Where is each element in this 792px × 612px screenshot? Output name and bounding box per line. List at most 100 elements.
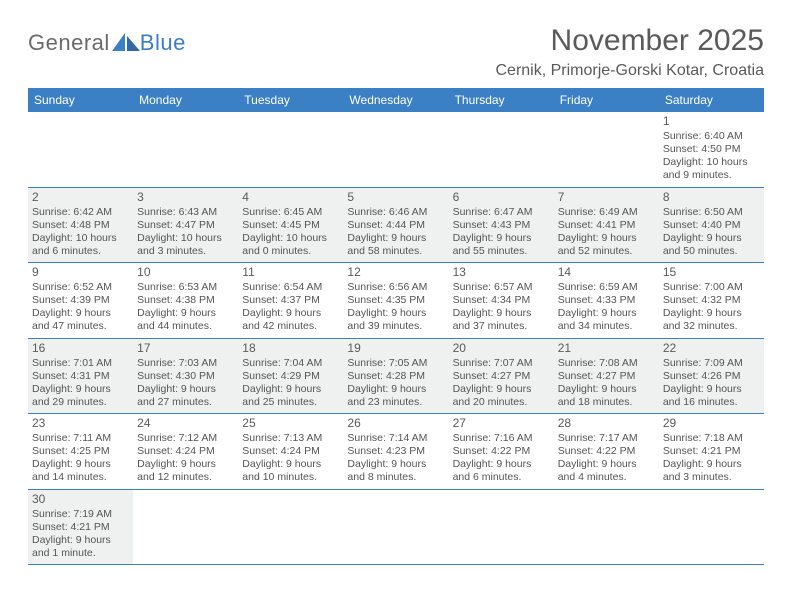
day-cell: 10Sunrise: 6:53 AMSunset: 4:38 PMDayligh…: [133, 263, 238, 338]
day-cell: 29Sunrise: 7:18 AMSunset: 4:21 PMDayligh…: [659, 414, 764, 489]
day-cell: [554, 112, 659, 187]
sunset-line: Sunset: 4:21 PM: [663, 445, 760, 458]
sunrise-line: Sunrise: 7:12 AM: [137, 432, 234, 445]
day-cell: 26Sunrise: 7:14 AMSunset: 4:23 PMDayligh…: [343, 414, 448, 489]
sunrise-line: Sunrise: 7:11 AM: [32, 432, 129, 445]
sunset-line: Sunset: 4:26 PM: [663, 370, 760, 383]
day-cell: 11Sunrise: 6:54 AMSunset: 4:37 PMDayligh…: [238, 263, 343, 338]
sunset-line: Sunset: 4:25 PM: [32, 445, 129, 458]
sunrise-line: Sunrise: 6:45 AM: [242, 206, 339, 219]
day-cell: 18Sunrise: 7:04 AMSunset: 4:29 PMDayligh…: [238, 339, 343, 414]
daylight-line: Daylight: 9 hours and 50 minutes.: [663, 232, 760, 258]
sunrise-line: Sunrise: 7:04 AM: [242, 357, 339, 370]
day-number: 27: [453, 416, 550, 431]
sunrise-line: Sunrise: 6:46 AM: [347, 206, 444, 219]
day-cell: 30Sunrise: 7:19 AMSunset: 4:21 PMDayligh…: [28, 490, 133, 565]
week-row: 1Sunrise: 6:40 AMSunset: 4:50 PMDaylight…: [28, 112, 764, 188]
day-cell: [238, 490, 343, 565]
day-number: 24: [137, 416, 234, 431]
daylight-line: Daylight: 9 hours and 16 minutes.: [663, 383, 760, 409]
day-cell: 4Sunrise: 6:45 AMSunset: 4:45 PMDaylight…: [238, 188, 343, 263]
sunrise-line: Sunrise: 6:40 AM: [663, 130, 760, 143]
sunset-line: Sunset: 4:39 PM: [32, 294, 129, 307]
daylight-line: Daylight: 9 hours and 58 minutes.: [347, 232, 444, 258]
day-cell: [133, 490, 238, 565]
day-cell: [449, 112, 554, 187]
day-cell: [659, 490, 764, 565]
logo: General Blue: [28, 24, 186, 56]
week-row: 16Sunrise: 7:01 AMSunset: 4:31 PMDayligh…: [28, 339, 764, 415]
sunset-line: Sunset: 4:45 PM: [242, 219, 339, 232]
day-number: 5: [347, 190, 444, 205]
daylight-line: Daylight: 9 hours and 52 minutes.: [558, 232, 655, 258]
week-row: 30Sunrise: 7:19 AMSunset: 4:21 PMDayligh…: [28, 490, 764, 566]
day-cell: 21Sunrise: 7:08 AMSunset: 4:27 PMDayligh…: [554, 339, 659, 414]
day-header-cell: Saturday: [659, 88, 764, 112]
day-number: 30: [32, 492, 129, 507]
day-cell: [343, 112, 448, 187]
day-number: 4: [242, 190, 339, 205]
day-number: 21: [558, 341, 655, 356]
sunrise-line: Sunrise: 7:09 AM: [663, 357, 760, 370]
day-cell: 12Sunrise: 6:56 AMSunset: 4:35 PMDayligh…: [343, 263, 448, 338]
day-cell: [133, 112, 238, 187]
day-cell: [28, 112, 133, 187]
daylight-line: Daylight: 10 hours and 3 minutes.: [137, 232, 234, 258]
day-number: 23: [32, 416, 129, 431]
day-cell: 19Sunrise: 7:05 AMSunset: 4:28 PMDayligh…: [343, 339, 448, 414]
day-cell: 6Sunrise: 6:47 AMSunset: 4:43 PMDaylight…: [449, 188, 554, 263]
logo-text-blue: Blue: [140, 30, 186, 56]
weeks-container: 1Sunrise: 6:40 AMSunset: 4:50 PMDaylight…: [28, 112, 764, 565]
sunrise-line: Sunrise: 6:52 AM: [32, 281, 129, 294]
daylight-line: Daylight: 9 hours and 3 minutes.: [663, 458, 760, 484]
sunset-line: Sunset: 4:50 PM: [663, 143, 760, 156]
sunset-line: Sunset: 4:48 PM: [32, 219, 129, 232]
day-cell: 20Sunrise: 7:07 AMSunset: 4:27 PMDayligh…: [449, 339, 554, 414]
sunrise-line: Sunrise: 6:50 AM: [663, 206, 760, 219]
sunset-line: Sunset: 4:29 PM: [242, 370, 339, 383]
day-number: 11: [242, 265, 339, 280]
calendar: SundayMondayTuesdayWednesdayThursdayFrid…: [28, 88, 764, 565]
sunrise-line: Sunrise: 7:13 AM: [242, 432, 339, 445]
day-header-cell: Tuesday: [238, 88, 343, 112]
day-header-cell: Sunday: [28, 88, 133, 112]
day-number: 7: [558, 190, 655, 205]
sunset-line: Sunset: 4:23 PM: [347, 445, 444, 458]
daylight-line: Daylight: 9 hours and 6 minutes.: [453, 458, 550, 484]
logo-sail-icon: [112, 33, 142, 53]
daylight-line: Daylight: 9 hours and 23 minutes.: [347, 383, 444, 409]
sunrise-line: Sunrise: 7:05 AM: [347, 357, 444, 370]
sunrise-line: Sunrise: 6:43 AM: [137, 206, 234, 219]
day-header-cell: Friday: [554, 88, 659, 112]
sunrise-line: Sunrise: 6:53 AM: [137, 281, 234, 294]
day-header-cell: Monday: [133, 88, 238, 112]
sunset-line: Sunset: 4:30 PM: [137, 370, 234, 383]
daylight-line: Daylight: 9 hours and 14 minutes.: [32, 458, 129, 484]
sunset-line: Sunset: 4:31 PM: [32, 370, 129, 383]
sunrise-line: Sunrise: 6:42 AM: [32, 206, 129, 219]
sunset-line: Sunset: 4:24 PM: [242, 445, 339, 458]
day-cell: 24Sunrise: 7:12 AMSunset: 4:24 PMDayligh…: [133, 414, 238, 489]
sunrise-line: Sunrise: 6:54 AM: [242, 281, 339, 294]
location: Cernik, Primorje-Gorski Kotar, Croatia: [495, 62, 764, 80]
sunrise-line: Sunrise: 7:14 AM: [347, 432, 444, 445]
day-header-row: SundayMondayTuesdayWednesdayThursdayFrid…: [28, 88, 764, 112]
day-cell: 22Sunrise: 7:09 AMSunset: 4:26 PMDayligh…: [659, 339, 764, 414]
daylight-line: Daylight: 9 hours and 34 minutes.: [558, 307, 655, 333]
sunrise-line: Sunrise: 7:01 AM: [32, 357, 129, 370]
sunrise-line: Sunrise: 7:16 AM: [453, 432, 550, 445]
day-cell: [554, 490, 659, 565]
sunrise-line: Sunrise: 7:08 AM: [558, 357, 655, 370]
day-number: 29: [663, 416, 760, 431]
day-number: 17: [137, 341, 234, 356]
day-cell: 7Sunrise: 6:49 AMSunset: 4:41 PMDaylight…: [554, 188, 659, 263]
day-number: 19: [347, 341, 444, 356]
week-row: 23Sunrise: 7:11 AMSunset: 4:25 PMDayligh…: [28, 414, 764, 490]
day-number: 20: [453, 341, 550, 356]
day-number: 28: [558, 416, 655, 431]
day-cell: 14Sunrise: 6:59 AMSunset: 4:33 PMDayligh…: [554, 263, 659, 338]
sunrise-line: Sunrise: 6:57 AM: [453, 281, 550, 294]
daylight-line: Daylight: 9 hours and 29 minutes.: [32, 383, 129, 409]
day-cell: 5Sunrise: 6:46 AMSunset: 4:44 PMDaylight…: [343, 188, 448, 263]
daylight-line: Daylight: 9 hours and 37 minutes.: [453, 307, 550, 333]
